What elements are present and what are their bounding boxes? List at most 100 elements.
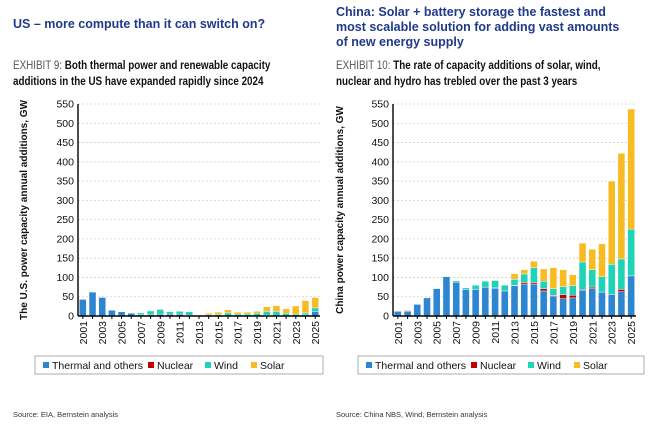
x-tick-label: 2019	[568, 321, 580, 345]
bar-segment-nuclear	[520, 282, 528, 285]
x-tick-label: 2019	[252, 321, 264, 345]
bar-segment-thermal-and-others	[471, 289, 480, 317]
bar-segment-solar	[627, 108, 635, 230]
bar-segment-solar	[311, 297, 319, 309]
legend-swatch	[148, 362, 154, 368]
x-tick-label: 2005	[432, 321, 444, 345]
exhibit-title: Both thermal power and renewable capacit…	[64, 58, 271, 72]
bar-segment-solar	[617, 153, 626, 260]
right-headline-line: of new energy supply	[336, 35, 464, 49]
bar-segment-nuclear	[617, 289, 626, 292]
bar-segment-wind	[263, 311, 271, 316]
bar-segment-thermal-and-others	[423, 297, 431, 317]
bar-segment-wind	[588, 269, 596, 288]
bar-segment-wind	[627, 229, 635, 277]
bar-segment-solar	[520, 269, 528, 275]
x-tick-label: 2025	[310, 321, 322, 345]
bar-segment-thermal-and-others	[617, 291, 626, 317]
x-tick-label: 2001	[393, 321, 405, 345]
legend-swatch	[205, 362, 211, 368]
bar-segment-wind	[520, 273, 528, 283]
y-tick-label: 450	[371, 137, 389, 149]
legend-label: Thermal and others	[375, 360, 466, 372]
bar-segment-nuclear	[539, 288, 548, 292]
bar-segment-wind	[539, 281, 548, 289]
bar-segment-solar	[510, 273, 519, 280]
y-axis-label: The U.S. power capacity annual additions…	[19, 99, 30, 320]
bar-segment-thermal-and-others	[530, 283, 538, 317]
bar-segment-wind	[301, 312, 310, 316]
bar-segment-thermal-and-others	[588, 288, 596, 317]
bar-segment-solar	[539, 268, 548, 282]
x-tick-label: 2023	[291, 321, 303, 345]
right-headline-line: most scalable solution for adding vast a…	[336, 20, 620, 34]
exhibit-label: EXHIBIT 9:	[13, 58, 63, 72]
x-tick-label: 2005	[117, 321, 129, 345]
legend-label: Nuclear	[480, 360, 517, 372]
bar-segment-wind	[156, 309, 164, 315]
x-tick-label: 2009	[155, 321, 167, 345]
y-tick-label: 550	[371, 99, 389, 111]
x-tick-label: 2011	[175, 321, 187, 344]
bar-segment-thermal-and-others	[491, 288, 499, 317]
bar-segment-thermal-and-others	[569, 297, 577, 317]
bar-segment-thermal-and-others	[452, 281, 460, 317]
bar-segment-thermal-and-others	[608, 294, 616, 317]
y-tick-label: 400	[371, 156, 389, 168]
bar-segment-wind	[549, 288, 558, 296]
bar-segment-thermal-and-others	[559, 298, 567, 317]
bar-segment-wind	[491, 280, 499, 289]
legend-label: Thermal and others	[52, 360, 143, 372]
bar-segment-nuclear	[569, 294, 577, 299]
legend-swatch	[471, 362, 477, 368]
y-tick-label: 100	[371, 272, 389, 284]
x-tick-label: 2013	[510, 321, 522, 345]
bar-segment-thermal-and-others	[108, 310, 116, 317]
bar-segment-wind	[462, 287, 470, 290]
y-tick-label: 300	[371, 195, 389, 207]
x-tick-label: 2007	[451, 321, 463, 345]
bar-segment-thermal-and-others	[578, 289, 587, 317]
bar-segment-thermal-and-others	[462, 289, 470, 317]
bar-segment-solar	[224, 309, 232, 314]
bar-segment-solar	[204, 313, 213, 316]
legend-box	[357, 355, 645, 375]
x-tick-label: 2015	[213, 321, 225, 345]
y-tick-label: 0	[68, 311, 74, 323]
y-tick-label: 150	[56, 253, 74, 265]
x-tick-label: 2017	[233, 321, 245, 345]
x-tick-label: 2001	[78, 321, 90, 345]
bar-segment-wind	[471, 284, 480, 290]
bar-segment-wind	[598, 276, 606, 293]
bar-segment-wind	[608, 264, 616, 295]
right-headline-line: China: Solar + battery storage the faste…	[336, 5, 606, 19]
bar-segment-wind	[166, 311, 174, 315]
y-tick-label: 350	[371, 176, 389, 188]
right-exhibit-title: EXHIBIT 10: The rate of capacity additio…	[336, 57, 600, 89]
bar-segment-wind	[185, 311, 194, 316]
bar-segment-solar	[559, 269, 567, 287]
bar-segment-wind	[578, 261, 587, 290]
bar-segment-solar	[578, 242, 587, 263]
legend-label: Wind	[537, 360, 561, 372]
y-tick-label: 150	[371, 253, 389, 265]
bar-segment-thermal-and-others	[413, 304, 421, 317]
exhibit-title: The rate of capacity additions of solar,…	[393, 58, 601, 72]
bar-segment-thermal-and-others	[501, 290, 509, 317]
x-tick-label: 2011	[490, 321, 502, 344]
x-tick-label: 2025	[626, 321, 638, 345]
left-source: Source: EIA, Bernstein analysis	[13, 410, 119, 419]
x-tick-label: 2023	[607, 321, 619, 345]
legend-swatch	[528, 362, 534, 368]
bar-segment-nuclear	[559, 294, 567, 299]
bar-segment-solar	[253, 311, 261, 314]
exhibit-title: nuclear and hydro has trebled over the p…	[336, 74, 578, 88]
bar-segment-wind	[510, 279, 519, 286]
exhibit-label: EXHIBIT 10:	[336, 58, 391, 72]
right-source: Source: China NBS, Wind, Bernstein analy…	[336, 410, 488, 419]
legend-box	[34, 355, 324, 375]
legend-swatch	[366, 362, 372, 368]
bar-segment-solar	[588, 249, 596, 270]
bar-segment-wind	[146, 310, 155, 315]
